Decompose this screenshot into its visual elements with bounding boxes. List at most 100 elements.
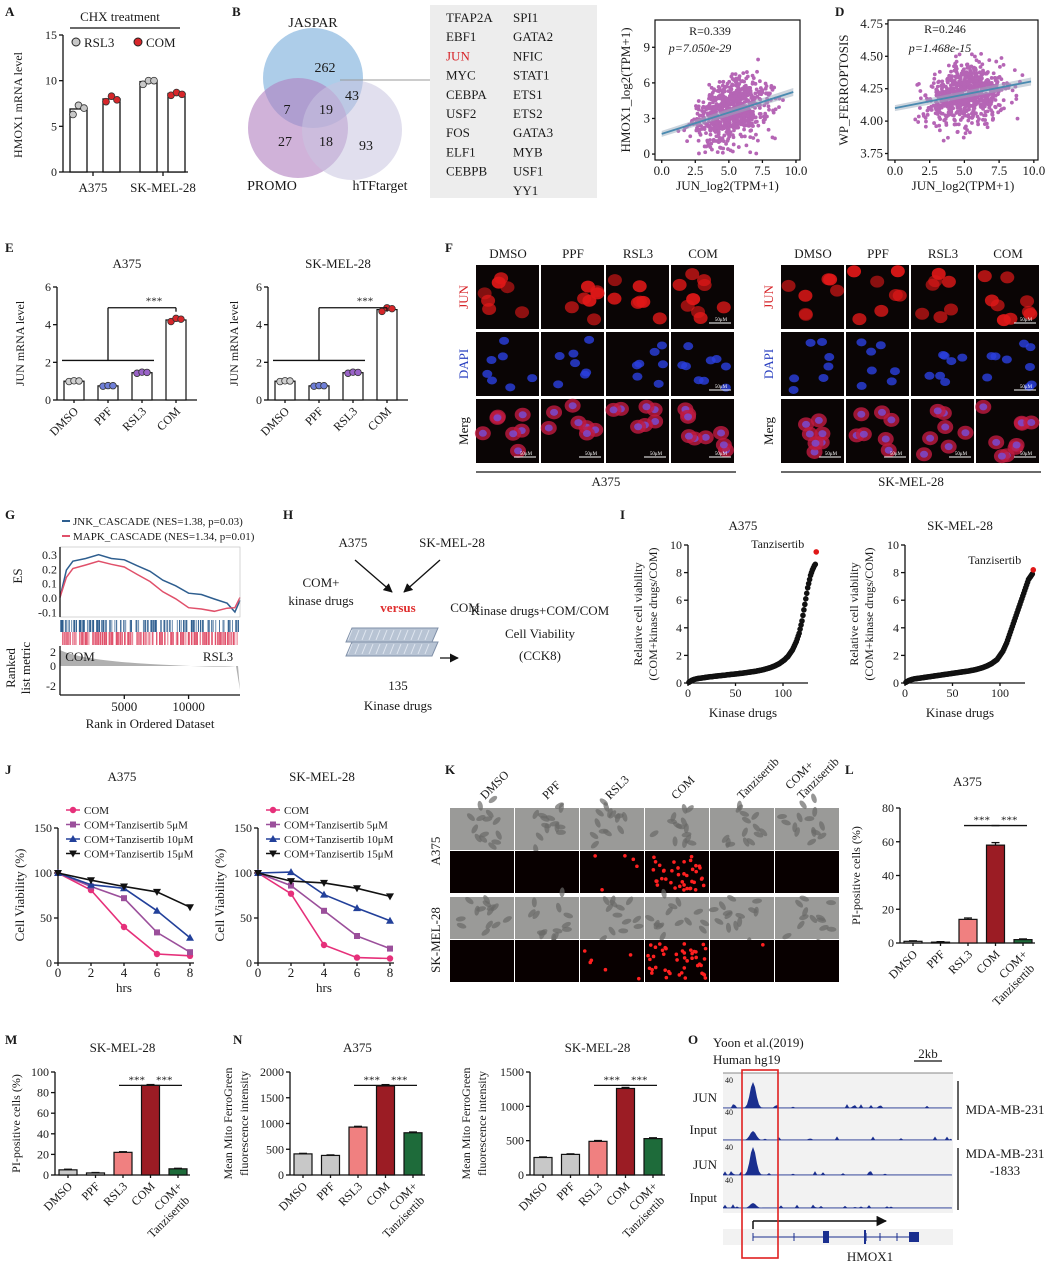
- phase-contrast-image: [708, 895, 774, 948]
- scatter-point: [756, 123, 761, 128]
- pi-positive-cell: [703, 946, 708, 951]
- scatter-point: [724, 141, 728, 146]
- legend-marker: [69, 806, 77, 814]
- scatter-point: [987, 102, 992, 106]
- cell: [492, 817, 501, 825]
- scatter-point: [718, 123, 723, 127]
- pi-positive-cell: [660, 948, 665, 953]
- scatter-point: [953, 118, 957, 123]
- cell-nucleus: [884, 446, 893, 454]
- y-tick-label: 0: [676, 676, 682, 690]
- scatter-point: [742, 90, 747, 94]
- bar: [375, 1085, 396, 1176]
- cell: [552, 932, 559, 942]
- y-tick-label: 4: [676, 621, 682, 635]
- data-point: [320, 879, 328, 887]
- scatter-point: [979, 72, 984, 76]
- bar: [342, 372, 364, 401]
- x-tick-label: PPF: [554, 1179, 578, 1203]
- scatter-point: [993, 98, 998, 102]
- y-tick-label: 0.0: [42, 591, 57, 605]
- scale-bar-label: 50μM: [715, 452, 728, 457]
- plate-well-line: [389, 643, 395, 655]
- scatter-point: [697, 130, 702, 135]
- scatter-point: [770, 87, 775, 92]
- pi-fluorescence-image: [580, 940, 644, 982]
- cell: [488, 795, 498, 804]
- scatter-point: [720, 89, 725, 93]
- track-scale: 40: [725, 1076, 733, 1085]
- scatter-point: [733, 72, 738, 76]
- cell-nucleus: [979, 403, 988, 411]
- scatter-point: [753, 91, 758, 96]
- y-tick-label: 1500: [500, 1065, 524, 1079]
- scatter-point: [975, 119, 980, 124]
- y-tick-label: 4: [45, 318, 51, 332]
- x-tick-label: 2: [88, 965, 95, 980]
- scatter-point: [724, 84, 729, 89]
- data-point: [69, 110, 77, 119]
- y-tick-label: 1000: [260, 1117, 284, 1131]
- x-tick-label: 0: [55, 965, 62, 980]
- cell: [693, 908, 704, 915]
- scatter-point: [742, 134, 747, 139]
- es-curve: [59, 560, 241, 613]
- legend-marker: [269, 806, 277, 814]
- y-tick-label: 1500: [260, 1091, 284, 1105]
- scatter-point: [948, 74, 953, 79]
- pi-positive-cell: [628, 953, 633, 957]
- pi-positive-cell: [663, 968, 667, 972]
- scatter-point: [937, 79, 941, 84]
- scatter-point: [929, 84, 934, 89]
- scatter-point: [715, 96, 720, 101]
- data-point: [287, 878, 295, 886]
- data-point: [321, 907, 327, 914]
- cell: [621, 812, 628, 822]
- x-tick-label: RSL3: [119, 404, 149, 434]
- cell: [590, 840, 600, 849]
- scatter-point: [735, 122, 740, 126]
- scatter-point: [985, 125, 990, 130]
- scale-bar-label: 50μM: [955, 452, 968, 457]
- scatter-point: [715, 150, 720, 155]
- plot-frame: [887, 19, 1039, 161]
- scatter-point: [744, 143, 749, 148]
- plate-well-line: [396, 643, 402, 655]
- scatter-point: [734, 79, 739, 84]
- cell-nucleus: [940, 377, 951, 386]
- es-curve: [59, 553, 241, 614]
- cell-nucleus: [870, 275, 885, 288]
- cell: [608, 810, 617, 819]
- scatter-point: [974, 58, 979, 63]
- plate-well-line: [389, 629, 395, 641]
- cell: [605, 903, 614, 912]
- scatter-points: [676, 57, 785, 156]
- y-axis-label: WP_FERROPTOSIS: [836, 34, 851, 145]
- panel-label: O: [688, 1032, 698, 1047]
- micrograph: [671, 265, 734, 329]
- cell: [826, 900, 837, 906]
- cell-nucleus: [941, 423, 950, 431]
- cell: [811, 829, 821, 836]
- cell-nucleus: [992, 438, 1001, 446]
- x-tick-label: RSL3: [330, 404, 360, 434]
- scatter-point: [950, 89, 955, 94]
- scatter-point: [947, 87, 951, 92]
- y-tick-label: 500: [266, 1142, 284, 1156]
- significance-stars: ***: [974, 815, 991, 827]
- cell: [725, 922, 732, 933]
- cell-nucleus: [716, 301, 731, 314]
- scale-bar-label: 50μM: [1020, 452, 1033, 457]
- y-tick-label: 4.75: [860, 16, 883, 31]
- pi-positive-cell: [695, 963, 700, 968]
- significance-stars: ***: [364, 1074, 381, 1086]
- chart-title: SK-MEL-28: [565, 1040, 631, 1055]
- scale-bar-label: 50μM: [1020, 385, 1033, 390]
- scatter-point: [1001, 98, 1006, 103]
- scatter-point: [947, 107, 952, 112]
- x-tick-label: 10000: [172, 699, 205, 714]
- bar: [85, 1172, 106, 1176]
- pi-positive-cell: [683, 976, 688, 980]
- significance-stars: ***: [604, 1074, 621, 1086]
- highlight-label: Tanzisertib: [968, 553, 1021, 567]
